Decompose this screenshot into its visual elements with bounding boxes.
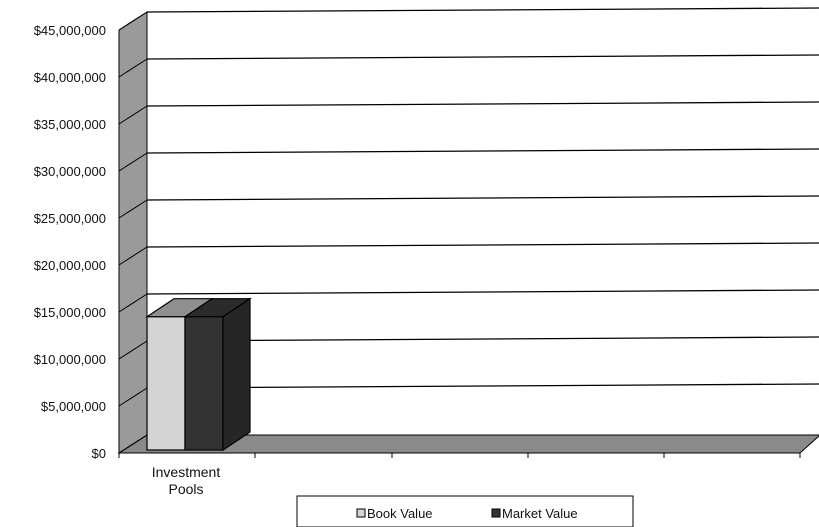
legend-label: Book Value (367, 506, 433, 521)
category-label: Pools (168, 481, 203, 497)
side-wall-grid-line (118, 105, 148, 125)
grid-line (146, 54, 819, 60)
grid-line (146, 148, 819, 154)
y-tick-label: $5,000,000 (41, 399, 106, 414)
grid-line (146, 336, 819, 342)
bar-front-face (146, 316, 186, 451)
bar-front-face (184, 316, 224, 451)
side-wall-grid-line (118, 152, 148, 172)
category-label: Investment (152, 464, 221, 480)
chart-back-wall (117, 7, 819, 458)
legend-box (296, 495, 634, 527)
y-tick-label: $45,000,000 (34, 23, 106, 38)
grid-line (146, 101, 819, 107)
grid-line (146, 7, 819, 13)
side-wall-grid-line (118, 340, 148, 360)
legend-swatch (356, 508, 366, 518)
y-tick-label: $15,000,000 (34, 305, 106, 320)
y-tick-label: $25,000,000 (34, 211, 106, 226)
y-tick-label: $0 (92, 446, 106, 461)
grid-line (146, 195, 819, 201)
chart-side-wall (118, 11, 148, 454)
grid-line (146, 242, 819, 248)
bar-side-face (222, 297, 251, 452)
side-wall-grid-line (118, 58, 148, 78)
side-wall-grid-line (118, 293, 148, 313)
y-tick-label: $10,000,000 (34, 352, 106, 367)
grid-line (146, 383, 819, 389)
y-tick-label: $35,000,000 (34, 117, 106, 132)
y-axis-tick-labels: $0 $5,000,000 $10,000,000 $15,000,000 $20,00… (34, 23, 106, 461)
side-wall-grid-line (118, 11, 148, 31)
side-wall-grid-line (118, 246, 148, 266)
y-tick-label: $20,000,000 (34, 258, 106, 273)
y-tick-label: $30,000,000 (34, 164, 106, 179)
legend: Book Value Market Value (296, 495, 634, 527)
y-tick-label: $40,000,000 (34, 70, 106, 85)
side-wall-grid-line (118, 387, 148, 407)
legend-label: Market Value (502, 506, 578, 521)
side-wall-grid-line (118, 199, 148, 219)
side-wall-grid-line (118, 434, 148, 454)
bars (145, 297, 252, 452)
bar-1 (183, 297, 252, 452)
legend-swatch (491, 508, 501, 518)
bar-0 (145, 298, 214, 451)
grid-line (146, 289, 819, 295)
